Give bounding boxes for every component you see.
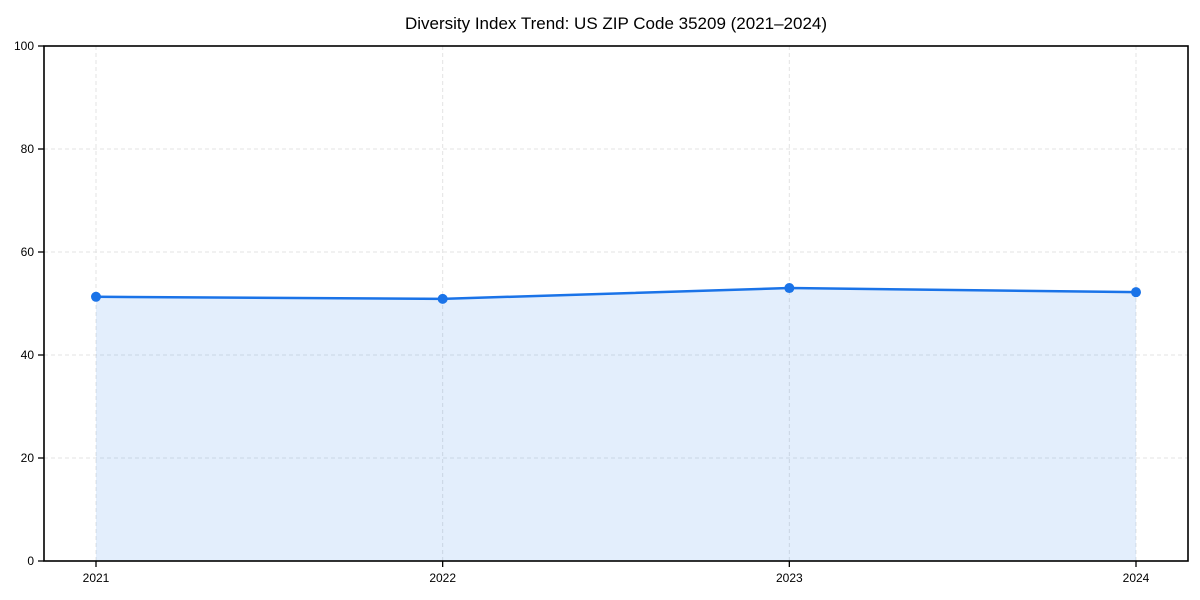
tick-labels: 0 20 40 60 80 100 2021 2022 2023 2024 xyxy=(14,39,1150,585)
x-tick-label: 2024 xyxy=(1123,571,1150,585)
y-tick-label: 0 xyxy=(27,554,34,568)
y-tick-label: 80 xyxy=(21,142,35,156)
area-fill-path xyxy=(96,288,1136,561)
y-tick-label: 60 xyxy=(21,245,35,259)
data-points xyxy=(91,283,1141,304)
data-point-marker xyxy=(437,293,448,304)
trend-line-path xyxy=(94,286,1138,301)
x-tick-label: 2023 xyxy=(776,571,803,585)
trend-line xyxy=(94,286,1138,301)
y-tick-label: 20 xyxy=(21,451,35,465)
chart-title: Diversity Index Trend: US ZIP Code 35209… xyxy=(405,14,827,33)
grid-lines xyxy=(44,45,1188,562)
data-point-marker xyxy=(784,283,795,294)
x-tick-label: 2021 xyxy=(83,571,110,585)
plot-border xyxy=(43,45,1189,562)
area-fill xyxy=(96,288,1136,561)
data-point-marker xyxy=(91,291,101,302)
tick-marks xyxy=(38,45,1137,567)
y-tick-label: 100 xyxy=(14,39,34,53)
x-tick-label: 2022 xyxy=(429,571,456,585)
data-point-marker xyxy=(1131,287,1141,298)
axes-box xyxy=(43,45,1189,562)
y-tick-label: 40 xyxy=(21,348,35,362)
